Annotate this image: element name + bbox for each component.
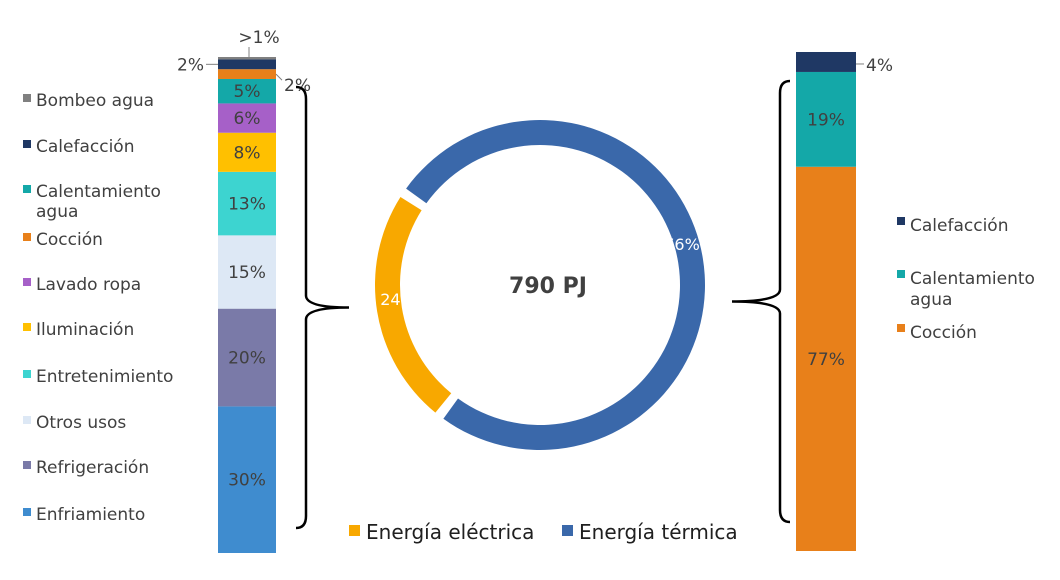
bar-segment-coccion: [796, 166, 856, 551]
bar-segment-enfriamiento: [218, 406, 276, 553]
legend-swatch: [897, 270, 905, 278]
legend-swatch: [23, 185, 31, 193]
bar-label-enfriamiento: 30%: [228, 471, 266, 491]
legend-label: Entretenimiento: [36, 367, 173, 387]
legend-label: Bombeo agua: [36, 91, 154, 111]
legend-label: agua: [36, 202, 78, 222]
legend-label: Calefacción: [36, 137, 134, 157]
legend-label: agua: [910, 290, 952, 310]
legend-label: Cocción: [910, 323, 977, 343]
bar-segment-lavado-ropa: [218, 103, 276, 133]
legend-swatch: [349, 525, 360, 536]
legend-label: Iluminación: [36, 320, 134, 340]
brace-path: [295, 85, 350, 530]
donut-chart: 76% 24% 790 PJ: [374, 119, 705, 450]
bar-label-calefaccion: 4%: [866, 56, 893, 76]
legend-item-coccion: Cocción: [23, 230, 103, 250]
bar-label-bombeo-agua: >1%: [238, 28, 279, 48]
legend-label: Otros usos: [36, 413, 126, 433]
legend-swatch: [23, 370, 31, 378]
bar-segment-coccion: [218, 69, 276, 79]
bar-segment-calefaccion: [218, 59, 276, 70]
bar-label-calentamiento-agua: 5%: [234, 82, 261, 102]
callout-line-coccion: [275, 73, 283, 81]
bar-label-calefaccion: 2%: [177, 55, 204, 75]
legend-item-otros-usos: Otros usos: [23, 413, 126, 433]
legend-item-energia-electrica: Energía eléctrica: [349, 520, 534, 544]
legend-item-lavado-ropa: Lavado ropa: [23, 275, 141, 295]
bar-label-calentamiento-agua: 19%: [807, 110, 845, 130]
right-stacked-bar: 77% 19% 4%: [796, 52, 893, 551]
bar-segment-otros-usos: [218, 235, 276, 309]
bar-label-iluminacion: 8%: [234, 143, 261, 163]
donut-label-energia-termica: 76%: [664, 235, 700, 254]
legend-item-entretenimiento: Entretenimiento: [23, 367, 173, 387]
bar-segment-calefaccion: [796, 52, 856, 72]
donut-label-energia-electrica: 24%: [380, 290, 416, 309]
legend-label: Calentamiento: [36, 182, 161, 202]
left-legend: Bombeo aguaCalefacciónCalentamientoaguaC…: [23, 91, 173, 525]
legend-label: Calefacción: [910, 216, 1008, 236]
legend-swatch: [897, 217, 905, 225]
bar-segment-refrigeracion: [218, 308, 276, 407]
legend-swatch: [23, 323, 31, 331]
legend-label: Lavado ropa: [36, 275, 141, 295]
legend-swatch: [23, 416, 31, 424]
left-stacked-bar: 30%20%15%13%8%6%5%2%2%>1%: [177, 28, 311, 553]
right-brace: [731, 79, 791, 524]
bar-segment-iluminacion: [218, 132, 276, 172]
legend-swatch: [23, 94, 31, 102]
legend-label: Cocción: [36, 230, 103, 250]
bar-segment-calentamiento-agua: [796, 71, 856, 167]
legend-swatch: [23, 278, 31, 286]
bar-label-refrigeracion: 20%: [228, 349, 266, 369]
legend-swatch: [23, 140, 31, 148]
bar-segment-entretenimiento: [218, 171, 276, 236]
legend-label: Calentamiento: [910, 269, 1035, 289]
legend-swatch: [562, 525, 573, 536]
donut-center-label: 790 PJ: [509, 274, 587, 299]
legend-swatch: [23, 233, 31, 241]
bar-label-coccion: 77%: [807, 350, 845, 370]
bar-segment-calentamiento-agua: [218, 78, 276, 104]
legend-item-bombeo-agua: Bombeo agua: [23, 91, 154, 111]
legend-label: Energía eléctrica: [366, 520, 534, 544]
legend-item-iluminacion: Iluminación: [23, 320, 134, 340]
legend-swatch: [897, 324, 905, 332]
legend-item-enfriamiento: Enfriamiento: [23, 505, 145, 525]
left-brace: [295, 85, 350, 530]
legend-label: Refrigeración: [36, 458, 149, 478]
bar-label-lavado-ropa: 6%: [234, 109, 261, 129]
legend-swatch: [23, 461, 31, 469]
bottom-legend: Energía eléctrica Energía térmica: [349, 520, 738, 544]
bar-label-otros-usos: 15%: [228, 263, 266, 283]
bar-segment-bombeo-agua: [218, 57, 276, 60]
legend-swatch: [23, 508, 31, 516]
legend-item-coccion: Cocción: [897, 323, 977, 343]
legend-item-energia-termica: Energía térmica: [562, 520, 738, 544]
legend-label: Energía térmica: [579, 520, 738, 544]
brace-path: [731, 79, 791, 524]
legend-item-calefaccion: Calefacción: [23, 137, 134, 157]
donut-slice-energia-electrica: [374, 196, 452, 413]
legend-item-calefaccion: Calefacción: [897, 216, 1008, 236]
legend-label: Enfriamiento: [36, 505, 145, 525]
legend-item-refrigeracion: Refrigeración: [23, 458, 149, 478]
bar-label-entretenimiento: 13%: [228, 195, 266, 215]
